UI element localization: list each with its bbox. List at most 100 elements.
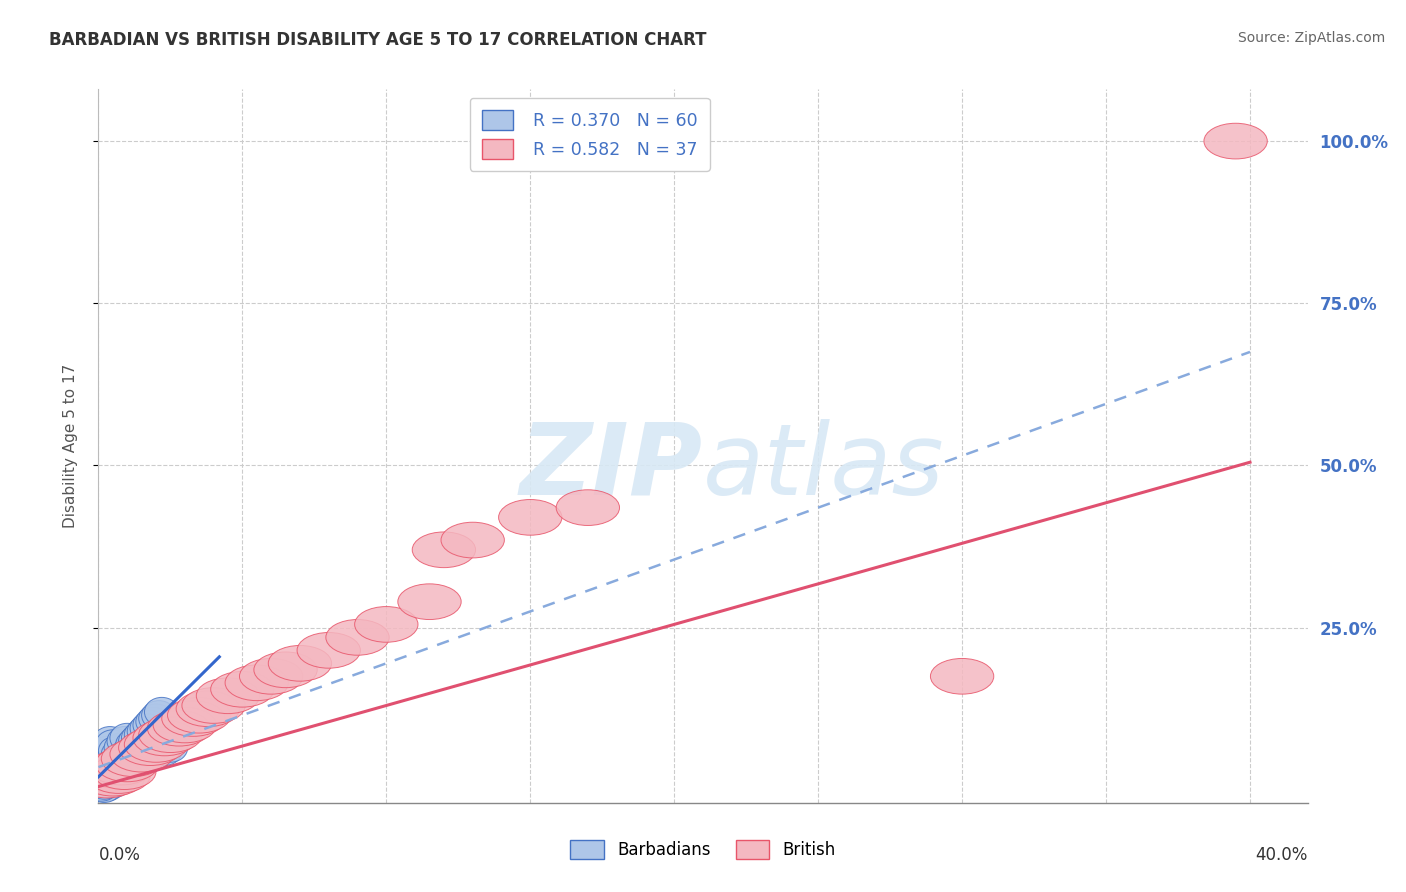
- Ellipse shape: [181, 688, 245, 723]
- Ellipse shape: [412, 532, 475, 567]
- Ellipse shape: [93, 743, 127, 772]
- Ellipse shape: [131, 714, 165, 743]
- Ellipse shape: [87, 756, 121, 785]
- Ellipse shape: [90, 736, 124, 765]
- Ellipse shape: [142, 700, 176, 730]
- Text: Source: ZipAtlas.com: Source: ZipAtlas.com: [1237, 31, 1385, 45]
- Ellipse shape: [121, 749, 156, 779]
- Ellipse shape: [98, 753, 134, 781]
- Ellipse shape: [101, 763, 136, 791]
- Ellipse shape: [104, 733, 139, 763]
- Text: 40.0%: 40.0%: [1256, 846, 1308, 863]
- Ellipse shape: [148, 710, 211, 746]
- Ellipse shape: [115, 753, 150, 781]
- Ellipse shape: [127, 746, 162, 775]
- Ellipse shape: [134, 743, 167, 772]
- Ellipse shape: [225, 665, 288, 700]
- Ellipse shape: [297, 632, 360, 668]
- Ellipse shape: [93, 754, 156, 789]
- Ellipse shape: [84, 772, 118, 801]
- Ellipse shape: [139, 717, 202, 753]
- Ellipse shape: [84, 753, 148, 789]
- Ellipse shape: [101, 741, 165, 777]
- Ellipse shape: [110, 756, 145, 785]
- Ellipse shape: [90, 772, 124, 801]
- Ellipse shape: [90, 763, 124, 791]
- Ellipse shape: [93, 764, 127, 793]
- Ellipse shape: [107, 743, 142, 772]
- Ellipse shape: [90, 749, 153, 785]
- Legend: Barbadians, British: Barbadians, British: [564, 833, 842, 866]
- Ellipse shape: [167, 698, 231, 733]
- Ellipse shape: [124, 720, 159, 749]
- Text: atlas: atlas: [703, 419, 945, 516]
- Ellipse shape: [153, 707, 217, 743]
- Ellipse shape: [104, 759, 139, 789]
- Ellipse shape: [96, 746, 159, 781]
- Ellipse shape: [326, 620, 389, 656]
- Ellipse shape: [112, 736, 148, 765]
- Ellipse shape: [87, 773, 121, 803]
- Ellipse shape: [162, 700, 225, 736]
- Ellipse shape: [118, 730, 181, 765]
- Ellipse shape: [93, 759, 127, 789]
- Ellipse shape: [931, 658, 994, 694]
- Ellipse shape: [134, 720, 197, 756]
- Ellipse shape: [90, 749, 124, 779]
- Ellipse shape: [98, 736, 134, 765]
- Ellipse shape: [101, 739, 136, 769]
- Ellipse shape: [96, 769, 131, 798]
- Ellipse shape: [139, 739, 173, 769]
- Ellipse shape: [93, 727, 127, 756]
- Ellipse shape: [153, 733, 187, 763]
- Ellipse shape: [121, 723, 156, 753]
- Ellipse shape: [107, 727, 142, 756]
- Ellipse shape: [87, 757, 150, 793]
- Ellipse shape: [115, 730, 150, 759]
- Ellipse shape: [96, 765, 131, 795]
- Ellipse shape: [82, 760, 145, 796]
- Text: ZIP: ZIP: [520, 419, 703, 516]
- Ellipse shape: [176, 691, 239, 727]
- Ellipse shape: [254, 652, 318, 688]
- Ellipse shape: [110, 723, 145, 753]
- Ellipse shape: [90, 769, 124, 798]
- Ellipse shape: [136, 707, 170, 736]
- Ellipse shape: [76, 763, 139, 798]
- Text: 0.0%: 0.0%: [98, 846, 141, 863]
- Ellipse shape: [145, 698, 179, 727]
- Ellipse shape: [87, 746, 121, 775]
- Ellipse shape: [499, 500, 562, 535]
- Ellipse shape: [96, 730, 131, 759]
- Ellipse shape: [96, 746, 131, 775]
- Ellipse shape: [110, 736, 173, 772]
- Y-axis label: Disability Age 5 to 17: Disability Age 5 to 17: [63, 364, 77, 528]
- Ellipse shape: [87, 770, 121, 799]
- Ellipse shape: [87, 770, 121, 799]
- Ellipse shape: [1204, 123, 1267, 159]
- Ellipse shape: [90, 767, 124, 797]
- Ellipse shape: [104, 749, 139, 779]
- Ellipse shape: [84, 759, 118, 789]
- Ellipse shape: [134, 710, 167, 739]
- Ellipse shape: [84, 753, 118, 781]
- Ellipse shape: [93, 765, 127, 795]
- Ellipse shape: [73, 759, 136, 795]
- Ellipse shape: [354, 607, 418, 642]
- Ellipse shape: [557, 490, 620, 525]
- Ellipse shape: [127, 717, 162, 746]
- Ellipse shape: [239, 658, 302, 694]
- Ellipse shape: [124, 727, 187, 763]
- Ellipse shape: [79, 756, 142, 791]
- Ellipse shape: [90, 765, 124, 795]
- Ellipse shape: [110, 739, 145, 769]
- Ellipse shape: [96, 759, 131, 789]
- Ellipse shape: [197, 678, 260, 714]
- Ellipse shape: [87, 739, 121, 769]
- Ellipse shape: [211, 672, 274, 707]
- Ellipse shape: [441, 522, 505, 558]
- Ellipse shape: [148, 736, 181, 765]
- Ellipse shape: [139, 704, 173, 733]
- Ellipse shape: [398, 584, 461, 620]
- Ellipse shape: [269, 646, 332, 681]
